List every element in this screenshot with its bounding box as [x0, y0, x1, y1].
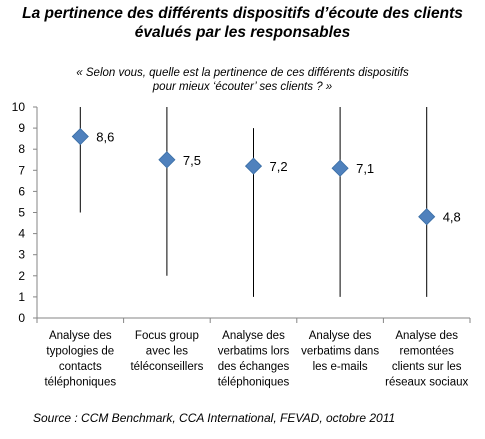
category-label: Analyse des: [222, 330, 285, 342]
category-label: téléphoniques: [44, 377, 116, 389]
y-tick-label: 6: [18, 184, 25, 198]
y-tick-label: 2: [18, 269, 25, 283]
mean-marker: [244, 157, 263, 175]
chart-title: La pertinence des différents dispositifs…: [0, 4, 485, 42]
value-label: 4,8: [443, 210, 461, 225]
y-tick-label: 0: [18, 311, 25, 325]
y-tick-label: 8: [18, 142, 25, 156]
mean-marker: [158, 151, 176, 169]
category-label: typologies de: [46, 346, 114, 358]
category-label: Focus group: [135, 330, 199, 342]
chart-subtitle-line-1: « Selon vous, quelle est la pertinence d…: [76, 67, 409, 79]
value-label: 7,2: [270, 159, 288, 174]
source-note: Source : CCM Benchmark, CCA Internationa…: [33, 411, 396, 425]
category-label: verbatims lors: [218, 346, 290, 358]
category-label: téléconseillers: [130, 361, 203, 373]
category-label: Analyse des: [395, 330, 458, 342]
category-label: des échanges: [218, 361, 290, 373]
mean-marker: [71, 127, 89, 146]
category-label: clients sur les: [392, 361, 462, 373]
category-label: avec les: [146, 346, 188, 358]
y-tick-label: 10: [12, 100, 26, 114]
y-tick-label: 7: [18, 163, 25, 177]
y-tick-label: 9: [18, 121, 25, 135]
mean-marker: [331, 159, 349, 177]
category-label: remontées: [400, 346, 455, 358]
y-tick-label: 3: [18, 248, 25, 262]
y-tick-label: 5: [18, 206, 25, 220]
chart-subtitle: « Selon vous, quelle est la pertinence d…: [0, 66, 485, 94]
category-label: réseaux sociaux: [385, 377, 468, 389]
y-tick-label: 4: [18, 227, 25, 241]
value-label: 8,6: [96, 130, 114, 145]
mean-marker: [418, 208, 436, 226]
category-label: téléphoniques: [218, 377, 290, 389]
chart-subtitle-line-2: pour mieux ‘écouter’ ses clients ? »: [152, 81, 333, 93]
value-label: 7,5: [183, 153, 201, 168]
y-tick-label: 1: [18, 290, 25, 304]
category-label: les e-mails: [313, 361, 368, 373]
value-label: 7,1: [356, 161, 374, 176]
chart-title-line-2: évalués par les responsables: [134, 24, 351, 41]
category-label: contacts: [59, 361, 102, 373]
category-label: Analyse des: [49, 330, 112, 342]
category-label: Analyse des: [309, 330, 372, 342]
chart-title-line-1: La pertinence des différents dispositifs…: [22, 5, 463, 22]
category-label: verbatims dans: [301, 346, 379, 358]
